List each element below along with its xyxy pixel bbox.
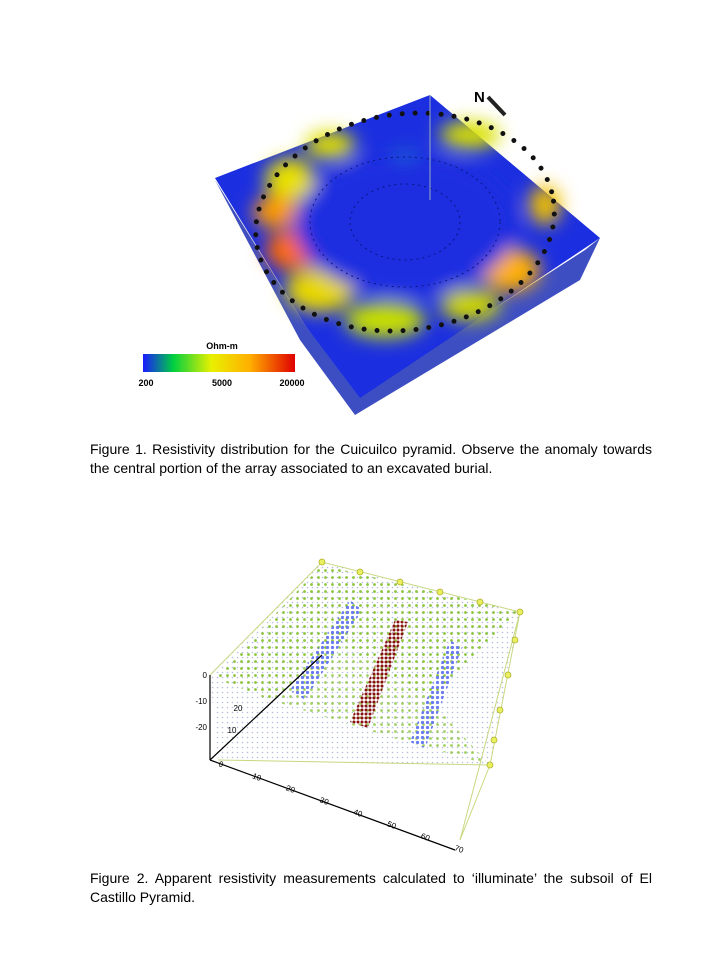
z-tick-label: -10 [195, 697, 207, 706]
legend-tick: 5000 [212, 378, 232, 388]
figure-1: N Ohm-m 200 5000 20000 [138, 89, 600, 415]
x-tick-label: 10 [251, 771, 263, 783]
x-tick-label: 60 [420, 831, 432, 843]
z-tick-label: -20 [195, 723, 207, 732]
color-legend: Ohm-m 200 5000 20000 [138, 341, 304, 388]
x-tick-label: 30 [318, 795, 330, 807]
north-arrow: N [474, 89, 507, 117]
legend-tick: 20000 [279, 378, 304, 388]
x-tick-label: 70 [453, 843, 465, 855]
figure-2: 0 10 20 30 40 50 60 70 0 -10 -20 20 10 [195, 558, 524, 855]
x-tick-label: 0 [217, 759, 225, 769]
z-tick-label: 0 [203, 671, 208, 680]
figure-1-caption: Figure 1. Resistivity distribution for t… [90, 441, 652, 476]
y-tick-label: 20 [234, 704, 243, 713]
x-tick-label: 50 [386, 819, 398, 831]
north-label: N [474, 89, 485, 106]
legend-tick: 200 [138, 378, 153, 388]
x-tick-label: 40 [352, 807, 364, 819]
y-tick-label: 10 [228, 726, 237, 735]
legend-title: Ohm-m [206, 341, 238, 351]
x-tick-label: 20 [285, 783, 297, 795]
figure-2-caption: Figure 2. Apparent resistivity measureme… [90, 870, 652, 905]
color-bar [143, 354, 295, 372]
